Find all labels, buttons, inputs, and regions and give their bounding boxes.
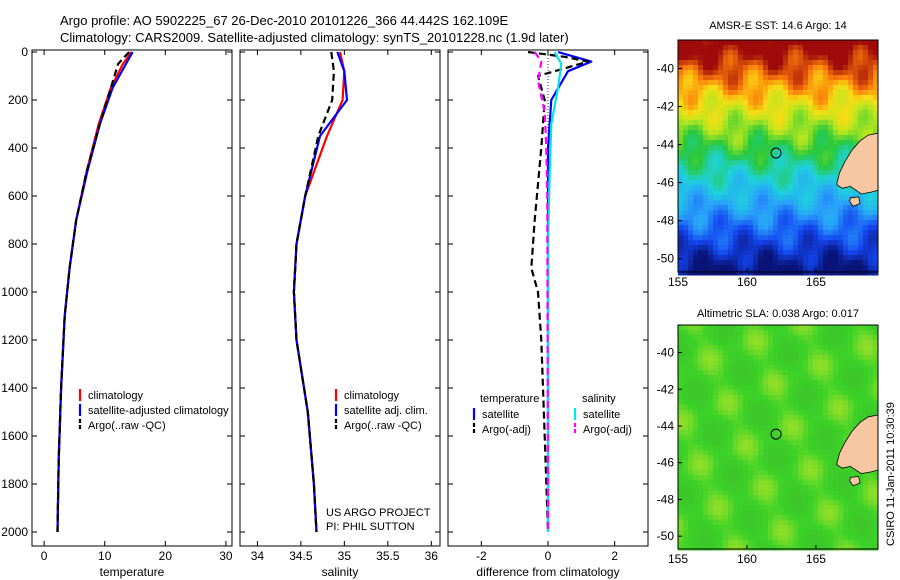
- legend-entry: Argo(..raw -QC): [344, 420, 422, 432]
- y-tick-label: -40: [657, 62, 675, 76]
- plot-frame: [239, 49, 441, 547]
- legend-entry: satellite: [482, 409, 519, 421]
- argo-position-marker: [770, 428, 782, 440]
- temperature-panel: 0 10 20 30 0 200 400 600 800 1000 1200 1400 1600 1800…: [1, 45, 233, 579]
- x-tick-label: 20: [159, 549, 173, 563]
- y-tick-label: 800: [8, 237, 28, 251]
- sla-map: Altimetric SLA: 0.038 Argo: 0.017 155 160 1…: [657, 308, 879, 566]
- series-line-1: [527, 50, 590, 533]
- y-tick-label: -50: [657, 252, 675, 266]
- header-line-1: Argo profile: AO 5902225_67 26-Dec-2010 …: [60, 13, 508, 28]
- y-tick-label: 400: [8, 141, 28, 155]
- plot-frame: [31, 49, 233, 547]
- y-tick-label: -44: [657, 138, 675, 152]
- map-frame: [677, 324, 879, 550]
- x-tick-label: 155: [668, 275, 688, 289]
- salinity-panel: 34 34.5 35 35.5 36 salinity climatology satelli…: [239, 49, 441, 579]
- x-tick-label: 165: [806, 552, 826, 566]
- series-line-3: [533, 51, 550, 533]
- legend-entry: Argo(-adj): [583, 424, 632, 436]
- series-line-1: [56, 51, 134, 533]
- series-line-1: [292, 51, 349, 533]
- legend-entry: satellite adj. clim.: [344, 405, 428, 417]
- y-tick-label: -44: [657, 419, 675, 433]
- series-line-0: [292, 51, 346, 533]
- x-axis-label: salinity: [322, 565, 359, 579]
- legend-entry: Argo(..raw -QC): [88, 420, 166, 432]
- x-tick-label: 0: [545, 549, 552, 563]
- argo-position-marker: [770, 147, 782, 159]
- x-tick-label: 2: [611, 549, 618, 563]
- map-title: AMSR-E SST: 14.6 Argo: 14: [709, 20, 847, 32]
- legend-entry: climatology: [344, 390, 400, 402]
- y-tick-label: -46: [657, 176, 675, 190]
- legend-entry: Argo(-adj): [482, 424, 531, 436]
- x-tick-label: 155: [668, 552, 688, 566]
- sst-map: AMSR-E SST: 14.6 Argo: 14 155 160 165 -40 -42…: [657, 20, 879, 289]
- y-tick-label: 1800: [1, 477, 28, 491]
- legend-entry: satellite: [583, 409, 620, 421]
- legend-entry: climatology: [88, 390, 144, 402]
- legend-group-title: salinity: [582, 393, 616, 405]
- x-tick-label: 160: [737, 552, 757, 566]
- x-tick-label: 35.5: [376, 549, 400, 563]
- y-tick-label: -46: [657, 456, 675, 470]
- x-tick-label: 35: [338, 549, 352, 563]
- x-tick-label: 165: [806, 275, 826, 289]
- x-tick-label: 30: [219, 549, 233, 563]
- series-line-2: [292, 51, 335, 533]
- y-tick-label: -50: [657, 529, 675, 543]
- x-tick-label: 34: [251, 549, 265, 563]
- timestamp-side-label: CSIRO 11-Jan-2011 10:30:39: [885, 402, 897, 546]
- y-tick-label: 1200: [1, 333, 28, 347]
- y-tick-label: 1400: [1, 381, 28, 395]
- y-tick-label: 200: [8, 93, 28, 107]
- project-label-line-2: PI: PHIL SUTTON: [326, 521, 415, 533]
- series-line-2: [56, 51, 130, 533]
- y-tick-label: -48: [657, 492, 675, 506]
- x-tick-label: 0: [41, 549, 48, 563]
- project-label-line-1: US ARGO PROJECT: [326, 507, 431, 519]
- y-tick-label: -42: [657, 100, 675, 114]
- map-field: [678, 40, 879, 276]
- y-tick-label: 1000: [1, 285, 28, 299]
- x-axis-label: difference from climatology: [476, 565, 619, 579]
- map-frame: [677, 39, 879, 273]
- x-axis-label: temperature: [100, 565, 165, 579]
- y-tick-label: 2000: [1, 525, 28, 539]
- series-line-0: [546, 50, 593, 532]
- x-tick-label: 160: [737, 275, 757, 289]
- header-line-2: Climatology: CARS2009. Satellite-adjuste…: [60, 30, 569, 45]
- y-tick-label: 0: [21, 45, 28, 59]
- y-tick-label: -40: [657, 346, 675, 360]
- map-title: Altimetric SLA: 0.038 Argo: 0.017: [697, 308, 859, 320]
- land-new-zealand: [836, 414, 879, 487]
- y-tick-label: 600: [8, 189, 28, 203]
- x-tick-label: 10: [98, 549, 112, 563]
- x-tick-label: 36: [425, 549, 439, 563]
- legend-entry: satellite-adjusted climatology: [88, 405, 229, 417]
- x-tick-label: 34.5: [289, 549, 313, 563]
- series-line-0: [56, 51, 133, 533]
- legend-group-title: temperature: [480, 393, 539, 405]
- y-tick-label: -48: [657, 214, 675, 228]
- y-tick-label: -42: [657, 382, 675, 396]
- x-tick-label: -2: [476, 549, 487, 563]
- land-new-zealand: [836, 132, 879, 207]
- y-tick-label: 1600: [1, 429, 28, 443]
- difference-panel: -2 0 2 difference from climatology temperatu…: [447, 49, 649, 579]
